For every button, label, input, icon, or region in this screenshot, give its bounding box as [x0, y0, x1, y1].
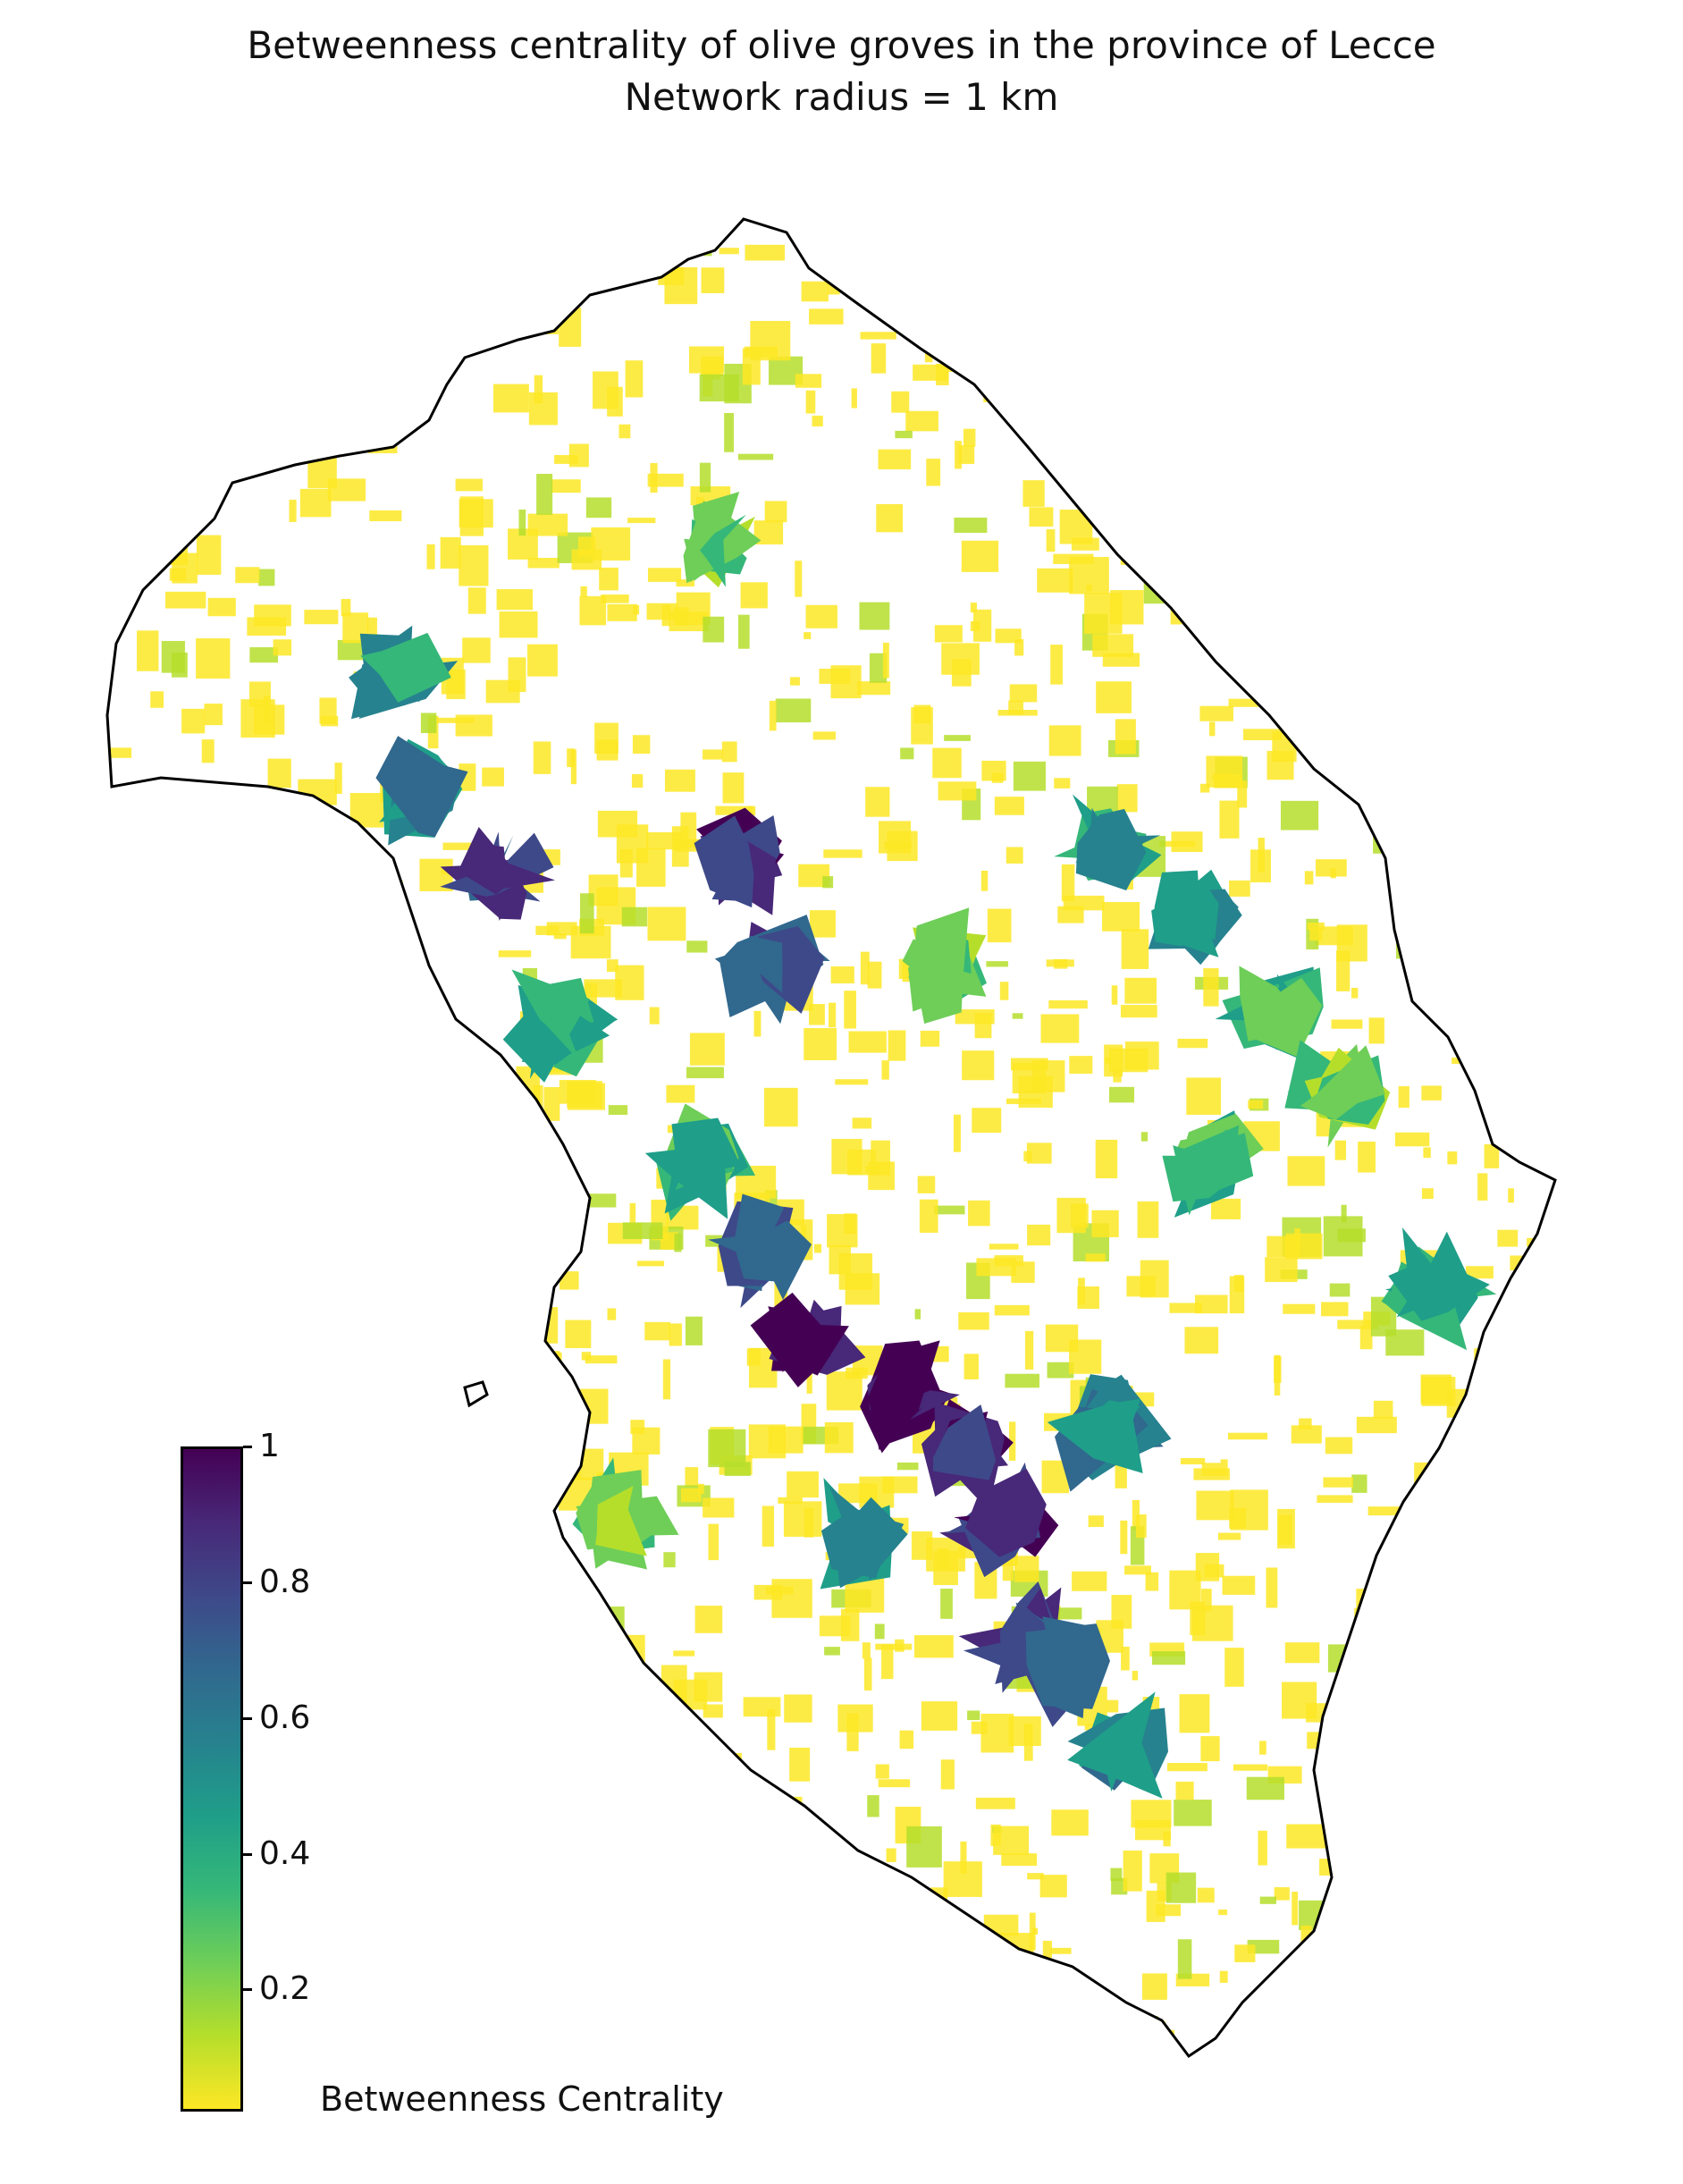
colorbar-label: Betweenness Centrality [320, 2079, 724, 2119]
colorbar-tick-mark [243, 1581, 252, 1584]
colorbar-tick-mark [243, 1852, 252, 1856]
colorbar-tick-mark [243, 1446, 252, 1448]
colorbar-tick-label: 0.6 [259, 1699, 311, 1736]
olive-grove-regions [107, 219, 1555, 2056]
colorbar [181, 1446, 252, 2117]
colorbar-gradient [181, 1446, 243, 2112]
colorbar-tick-label: 0.2 [259, 1970, 311, 2008]
colorbar-tick-mark [243, 1716, 252, 1720]
colorbar-tick-label: 0.8 [259, 1563, 311, 1600]
colorbar-tick-mark [243, 1988, 252, 1992]
title-line-1: Betweenness centrality of olive groves i… [247, 23, 1436, 67]
province-outline [105, 217, 1557, 2059]
colorbar-tick-label: 0.4 [259, 1834, 311, 1872]
title-line-2: Network radius = 1 km [624, 75, 1059, 119]
island-outline [463, 1380, 489, 1408]
colorbar-tick-label: 1 [259, 1428, 280, 1464]
map-title: Betweenness centrality of olive groves i… [0, 20, 1683, 123]
